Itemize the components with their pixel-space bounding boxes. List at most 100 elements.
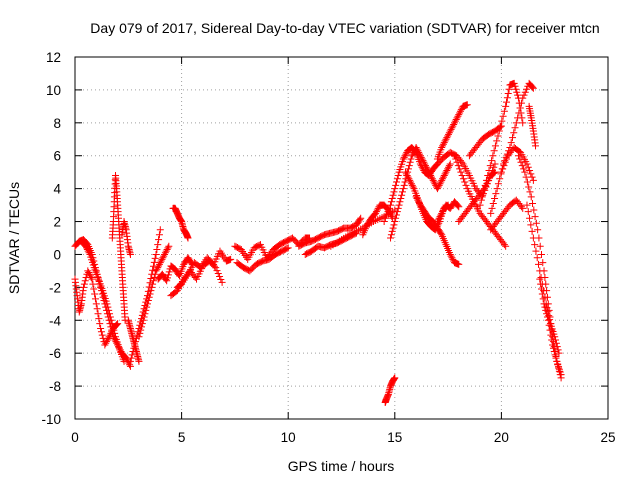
data-point: [433, 185, 441, 193]
data-point: [484, 171, 492, 179]
data-point: [551, 351, 559, 359]
data-point: [437, 211, 445, 219]
data-point: [447, 125, 455, 133]
data-point: [439, 175, 447, 183]
data-point: [426, 170, 434, 178]
data-point: [524, 208, 532, 216]
data-point: [529, 234, 537, 242]
data-point: [187, 259, 195, 267]
data-point: [423, 165, 431, 173]
y-tick-label: 2: [53, 215, 61, 230]
data-point: [485, 167, 493, 175]
data-point: [97, 325, 105, 332]
data-point: [511, 124, 519, 132]
data-point: [546, 326, 554, 334]
data-point: [451, 117, 459, 125]
data-point: [387, 231, 395, 239]
data-point: [503, 155, 511, 163]
data-point: [449, 255, 457, 263]
series-trace-4-6h-b: [167, 257, 226, 300]
data-point: [155, 236, 163, 244]
data-point: [526, 188, 534, 196]
data-point: [392, 214, 400, 222]
data-point: [107, 316, 115, 324]
data-point: [416, 150, 424, 158]
data-point: [422, 163, 430, 171]
data-point: [438, 144, 446, 151]
data-point: [414, 147, 422, 155]
data-point: [155, 262, 163, 270]
data-point: [514, 114, 522, 122]
data-point: [129, 348, 137, 356]
data-point: [547, 331, 555, 339]
data-point: [421, 160, 429, 168]
data-point: [424, 167, 432, 175]
data-point: [491, 142, 499, 150]
data-point: [156, 259, 164, 267]
data-point: [537, 285, 545, 293]
x-axis-label: GPS time / hours: [288, 458, 395, 474]
data-point: [85, 270, 93, 278]
data-point: [512, 85, 520, 93]
series-trace-3.5h-rise: [135, 242, 173, 341]
data-point: [143, 300, 151, 308]
data-point: [445, 129, 453, 137]
data-point: [393, 208, 401, 216]
data-point: [440, 139, 448, 147]
data-point: [511, 82, 519, 90]
data-point: [454, 162, 462, 170]
data-point: [456, 165, 464, 173]
data-point: [391, 185, 399, 193]
data-point: [457, 168, 465, 176]
series-trace-dip-14.8h: [381, 374, 399, 407]
data-point: [154, 241, 162, 249]
data-point: [381, 214, 389, 222]
series-trace-17-18.5h-rise: [433, 101, 471, 163]
data-point: [524, 163, 532, 171]
data-point: [537, 280, 545, 288]
data-point: [495, 127, 503, 135]
data-point: [159, 254, 167, 262]
data-point: [441, 137, 449, 145]
data-point: [158, 255, 166, 263]
data-point: [144, 297, 152, 305]
y-axis-label: SDTVAR / TECUs: [6, 182, 22, 294]
data-point: [283, 245, 291, 253]
data-point: [542, 306, 550, 314]
x-tick-label: 5: [178, 430, 186, 445]
data-point: [516, 155, 524, 163]
data-point: [84, 247, 92, 255]
data-point: [126, 357, 134, 365]
data-point: [388, 213, 396, 221]
data-point: [549, 344, 557, 352]
data-point: [83, 246, 91, 254]
data-point: [138, 320, 146, 328]
data-point: [534, 260, 542, 268]
data-point: [445, 162, 453, 170]
data-point: [214, 270, 222, 278]
data-point: [457, 106, 465, 114]
data-point: [517, 158, 525, 166]
data-point: [218, 278, 226, 286]
data-point: [404, 173, 412, 181]
data-point: [140, 313, 148, 321]
data-point: [162, 275, 170, 283]
data-point: [90, 285, 98, 293]
data-point: [453, 158, 461, 166]
data-point: [430, 178, 438, 186]
data-point: [388, 227, 396, 235]
data-point: [412, 144, 420, 151]
y-tick-label: -4: [49, 313, 61, 328]
data-point: [165, 242, 173, 250]
data-point: [529, 84, 537, 92]
data-point: [453, 114, 461, 122]
data-point: [439, 208, 447, 216]
data-point: [523, 85, 531, 93]
data-point: [163, 246, 171, 254]
data-point: [357, 214, 365, 222]
data-point: [540, 300, 548, 308]
series-trace-20-21h-low: [487, 196, 527, 234]
data-point: [217, 275, 225, 283]
data-point: [148, 283, 156, 291]
data-point: [138, 323, 146, 331]
